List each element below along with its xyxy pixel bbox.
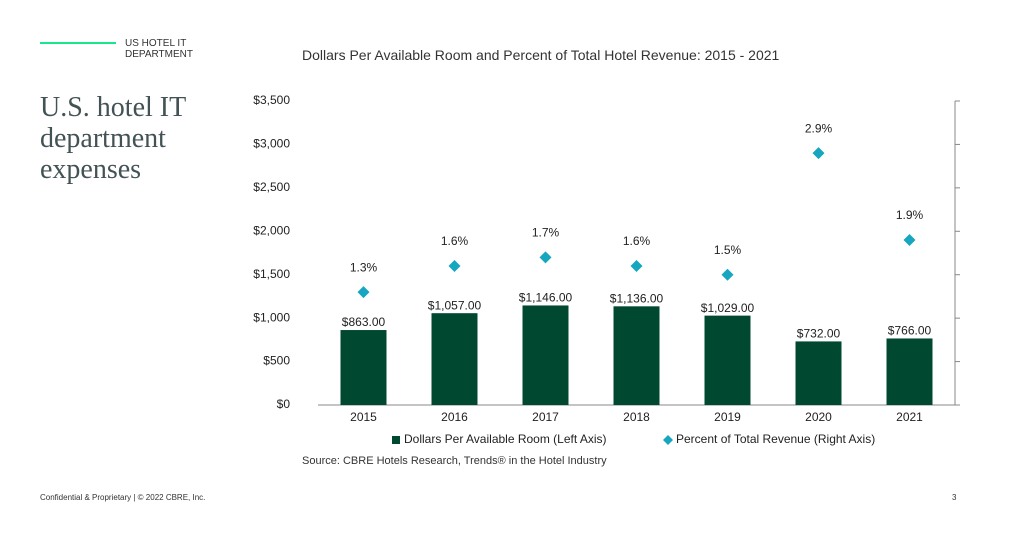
page-number: 3 bbox=[952, 493, 957, 502]
diamond-marker bbox=[357, 286, 370, 299]
x-tick-label: 2015 bbox=[350, 410, 377, 424]
point-value-label: 1.6% bbox=[441, 234, 469, 248]
x-tick-label: 2020 bbox=[805, 410, 832, 424]
bar-value-label: $1,146.00 bbox=[519, 291, 573, 305]
legend-swatch bbox=[392, 436, 400, 444]
slide-title: U.S. hotel IT department expenses bbox=[40, 92, 186, 185]
point-value-label: 1.9% bbox=[896, 208, 924, 222]
diamond-marker bbox=[630, 260, 643, 273]
y-tick-label: $500 bbox=[263, 354, 290, 368]
x-tick-label: 2016 bbox=[441, 410, 468, 424]
x-tick-label: 2019 bbox=[714, 410, 741, 424]
bar bbox=[340, 330, 387, 405]
source-note: Source: CBRE Hotels Research, Trends® in… bbox=[302, 455, 607, 467]
bar bbox=[522, 305, 569, 405]
y-tick-label: $3,000 bbox=[253, 137, 290, 151]
bar-value-label: $766.00 bbox=[888, 324, 932, 338]
point-value-label: 1.3% bbox=[350, 260, 378, 274]
x-tick-label: 2021 bbox=[896, 410, 923, 424]
diamond-marker bbox=[448, 260, 461, 273]
chart-title: Dollars Per Available Room and Percent o… bbox=[302, 47, 780, 63]
y-tick-label: $1,000 bbox=[253, 310, 290, 324]
legend-label: Dollars Per Available Room (Left Axis) bbox=[404, 432, 607, 446]
bar-value-label: $732.00 bbox=[797, 327, 841, 341]
bar bbox=[613, 306, 660, 405]
bar-value-label: $1,057.00 bbox=[428, 298, 482, 312]
y-tick-label: $1,500 bbox=[253, 267, 290, 281]
point-value-label: 1.7% bbox=[532, 226, 560, 240]
diamond-marker bbox=[903, 233, 916, 246]
diamond-marker bbox=[812, 147, 825, 160]
bar bbox=[704, 315, 751, 405]
diamond-marker bbox=[721, 268, 734, 281]
section-label: US HOTEL IT DEPARTMENT bbox=[125, 38, 193, 60]
y-tick-label: $0 bbox=[277, 397, 291, 411]
y-tick-label: $2,500 bbox=[253, 180, 290, 194]
point-value-label: 1.6% bbox=[623, 234, 651, 248]
y-tick-label: $2,000 bbox=[253, 223, 290, 237]
point-value-label: 1.5% bbox=[714, 243, 742, 257]
x-tick-label: 2018 bbox=[623, 410, 650, 424]
diamond-marker bbox=[539, 251, 552, 264]
bar bbox=[431, 313, 478, 405]
y-tick-label: $3,500 bbox=[253, 93, 290, 107]
point-value-label: 2.9% bbox=[805, 121, 833, 135]
bar bbox=[886, 338, 933, 405]
bar-value-label: $1,136.00 bbox=[610, 292, 664, 306]
legend-swatch bbox=[663, 435, 673, 445]
bar-value-label: $1,029.00 bbox=[701, 301, 755, 315]
accent-line bbox=[40, 42, 116, 44]
bar bbox=[795, 341, 842, 405]
legend-label: Percent of Total Revenue (Right Axis) bbox=[676, 432, 875, 446]
x-tick-label: 2017 bbox=[532, 410, 559, 424]
footer-text: Confidential & Proprietary | © 2022 CBRE… bbox=[40, 493, 206, 502]
bar-value-label: $863.00 bbox=[342, 315, 386, 329]
